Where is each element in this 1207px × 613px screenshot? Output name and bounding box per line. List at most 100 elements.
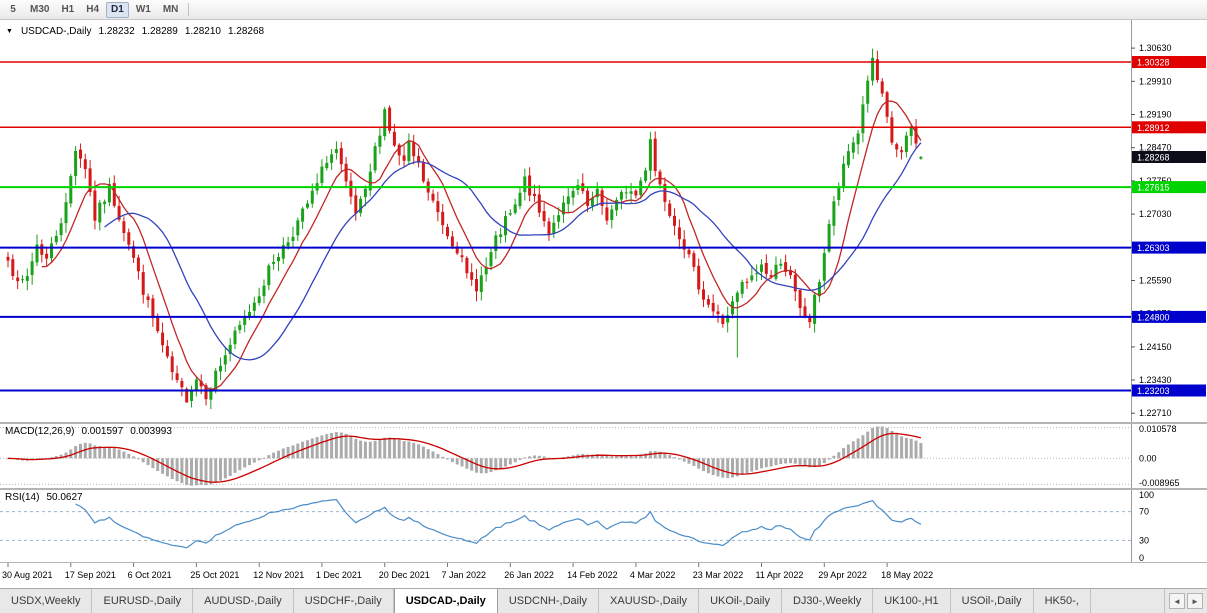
- macd-axis-label: 0.00: [1139, 453, 1157, 463]
- candle-body: [552, 222, 556, 234]
- candle-body: [450, 236, 454, 247]
- macd-label: MACD(12,26,9) 0.001597 0.003993: [5, 426, 172, 437]
- tab-USDCAD-Daily[interactable]: USDCAD-,Daily: [393, 589, 498, 613]
- level-price-box[interactable]: [1132, 310, 1206, 323]
- macd-histogram-bar: [610, 456, 614, 459]
- macd-histogram-bar: [54, 456, 58, 459]
- macd-histogram-bar: [122, 451, 126, 459]
- candle-body: [257, 296, 261, 303]
- candle-body: [547, 221, 551, 236]
- candle-body: [88, 168, 92, 192]
- candle-body: [272, 261, 276, 264]
- macd-histogram-bar: [354, 438, 358, 459]
- tab-XAUUSD-Daily[interactable]: XAUUSD-,Daily: [599, 589, 700, 613]
- candle-body: [711, 303, 715, 312]
- tab-DJ30-Weekly[interactable]: DJ30-,Weekly: [781, 589, 874, 613]
- rsi-name: RSI(14): [5, 492, 40, 503]
- pane-splitter[interactable]: [0, 488, 1207, 490]
- macd-histogram-bar: [866, 431, 870, 459]
- level-price-box[interactable]: [1132, 241, 1206, 254]
- candle-body: [846, 151, 850, 166]
- rsi-value: 50.0627: [46, 492, 83, 503]
- date-axis[interactable]: 30 Aug 2021 17 Sep 2021 6 Oct 2021 25 Oct 2…: [0, 563, 1207, 588]
- candle-body: [803, 306, 807, 317]
- candle-body: [726, 315, 730, 323]
- macd-histogram-bar: [112, 447, 116, 459]
- tab-USOil-Daily[interactable]: USOil-,Daily: [950, 589, 1034, 613]
- price-chart-pane[interactable]: 1.30630 1.29910 1.29190 1.28470 1.27750 1.270…: [0, 20, 1207, 422]
- rsi-indicator-pane[interactable]: 100 70 30 0: [0, 490, 1207, 562]
- tab-AUDUSD-Daily[interactable]: AUDUSD-,Daily: [193, 589, 294, 613]
- candle-body: [50, 243, 53, 259]
- candle-body: [103, 201, 107, 205]
- chart-dropdown-icon[interactable]: ▼: [6, 28, 13, 35]
- price-axis-tick-label: 1.28470: [1139, 143, 1172, 153]
- level-price-box[interactable]: [1132, 56, 1206, 68]
- macd-histogram-bar: [619, 455, 623, 459]
- macd-histogram-bar: [190, 458, 193, 486]
- price-axis-tick-label: 1.22710: [1139, 408, 1172, 418]
- timeframe-button-W1[interactable]: W1: [135, 4, 151, 15]
- candle-body: [745, 281, 749, 283]
- date-label: 23 Mar 2022: [693, 570, 744, 580]
- candle-body: [156, 317, 160, 332]
- level-price-label: 1.24800: [1137, 312, 1170, 322]
- rsi-axis-label: 0: [1139, 553, 1144, 562]
- timeframe-button-MN[interactable]: MN: [162, 4, 179, 15]
- rsi-axis-label: 70: [1139, 507, 1149, 517]
- macd-histogram-bar: [842, 448, 846, 459]
- timeframe-button-M30[interactable]: M30: [30, 4, 50, 15]
- macd-histogram-bar: [50, 457, 53, 459]
- timeframe-button-5[interactable]: 5: [10, 4, 16, 15]
- candle-body: [339, 148, 343, 165]
- candle-body: [832, 201, 836, 226]
- macd-histogram-bar: [431, 451, 435, 459]
- macd-histogram-bar: [383, 437, 387, 459]
- macd-histogram-bar: [687, 458, 691, 464]
- candle-body: [856, 133, 860, 145]
- macd-histogram-bar: [392, 438, 396, 459]
- candle-body: [871, 57, 875, 81]
- pane-splitter[interactable]: [0, 422, 1207, 424]
- macd-histogram-bar: [248, 458, 251, 466]
- candle-body: [479, 275, 483, 292]
- timeframe-button-H1[interactable]: H1: [61, 4, 75, 15]
- candle-body: [489, 252, 493, 267]
- macd-histogram-bar: [808, 458, 812, 468]
- macd-histogram-bar: [446, 458, 449, 460]
- level-price-label: 1.26303: [1137, 243, 1170, 253]
- candle-body: [421, 162, 425, 182]
- macd-histogram-bar: [789, 458, 792, 464]
- tab-USDX-Weekly[interactable]: USDX,Weekly: [0, 589, 93, 613]
- tab-USDCHF-Daily[interactable]: USDCHF-,Daily: [293, 589, 394, 613]
- tab-EURUSD-Daily[interactable]: EURUSD-,Daily: [92, 589, 194, 613]
- tab-HK50[interactable]: HK50-,: [1033, 589, 1091, 613]
- tab-UK100-H1[interactable]: UK100-,H1: [873, 589, 951, 613]
- tab-USDCNH-Daily[interactable]: USDCNH-,Daily: [497, 589, 600, 613]
- macd-axis-label: 0.010578: [1139, 424, 1177, 434]
- macd-histogram-bar: [764, 458, 768, 468]
- macd-histogram-bar: [846, 444, 850, 459]
- candle-body: [344, 163, 348, 182]
- timeframe-button-D1[interactable]: D1: [106, 1, 129, 18]
- level-price-box[interactable]: [1132, 384, 1206, 397]
- level-price-label: 1.23203: [1137, 386, 1170, 396]
- candle-body: [817, 282, 821, 297]
- tabs-scroll-right-button[interactable]: ►: [1187, 593, 1203, 609]
- candle-body: [624, 192, 628, 194]
- tabs-scroll-left-button[interactable]: ◄: [1169, 593, 1185, 609]
- chart-tab-bar: USDX,Weekly EURUSD-,Daily AUDUSD-,Daily USD…: [0, 588, 1207, 613]
- candle-body: [798, 290, 802, 308]
- timeframe-button-H4[interactable]: H4: [86, 4, 100, 15]
- level-price-box[interactable]: [1132, 121, 1206, 134]
- candle-body: [141, 272, 145, 295]
- candle-body: [653, 138, 657, 171]
- tab-UKOil-Daily[interactable]: UKOil-,Daily: [699, 589, 782, 613]
- candle-body: [822, 253, 826, 281]
- candle-body: [600, 190, 604, 206]
- candle-body: [513, 204, 517, 213]
- candle-body: [349, 180, 353, 197]
- level-price-box[interactable]: [1132, 181, 1206, 194]
- candle-body: [885, 92, 889, 117]
- macd-indicator-pane[interactable]: 0.010578 0.00 -0.008965: [0, 424, 1207, 488]
